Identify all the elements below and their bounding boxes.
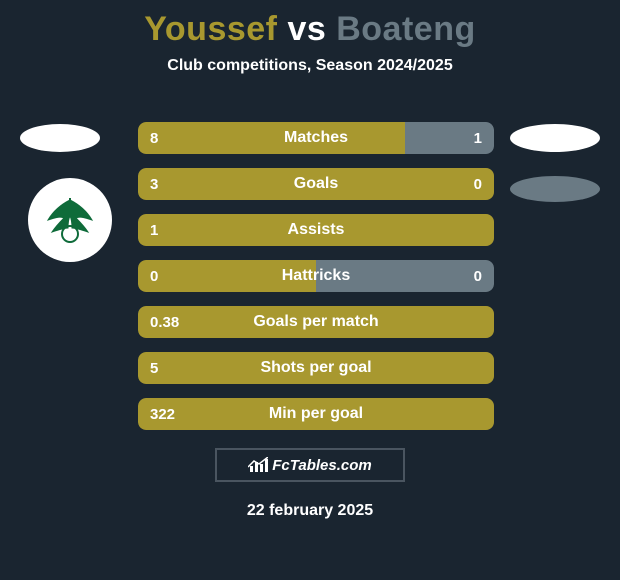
stat-label: Matches [138, 129, 494, 147]
player1-badge [20, 124, 100, 152]
player2-name: Boateng [336, 10, 476, 48]
brand-box[interactable]: FcTables.com [215, 448, 405, 482]
player2-badge-top [510, 124, 600, 152]
comparison-title: Youssef vs Boateng [0, 0, 620, 49]
comparison-date: 22 february 2025 [0, 502, 620, 520]
stat-row: 1Assists [138, 214, 494, 246]
stat-label: Hattricks [138, 267, 494, 285]
vs-text: vs [287, 10, 326, 48]
stat-row: 81Matches [138, 122, 494, 154]
stat-row: 0.38Goals per match [138, 306, 494, 338]
stat-label: Goals [138, 175, 494, 193]
player2-badge-bottom [510, 176, 600, 202]
stat-row: 5Shots per goal [138, 352, 494, 384]
stat-row: 322Min per goal [138, 398, 494, 430]
stat-label: Assists [138, 221, 494, 239]
stat-row: 00Hattricks [138, 260, 494, 292]
subtitle: Club competitions, Season 2024/2025 [0, 57, 620, 75]
club-crest [28, 178, 112, 262]
player1-name: Youssef [144, 10, 277, 48]
stat-label: Min per goal [138, 405, 494, 423]
stats-container: 81Matches 30Goals 1Assists 00Hattricks 0.38G… [138, 122, 494, 444]
brand-chart-icon [248, 457, 268, 473]
club-crest-graphic [40, 190, 100, 250]
brand-text: FcTables.com [272, 457, 371, 474]
stat-label: Goals per match [138, 313, 494, 331]
stat-row: 30Goals [138, 168, 494, 200]
stat-label: Shots per goal [138, 359, 494, 377]
